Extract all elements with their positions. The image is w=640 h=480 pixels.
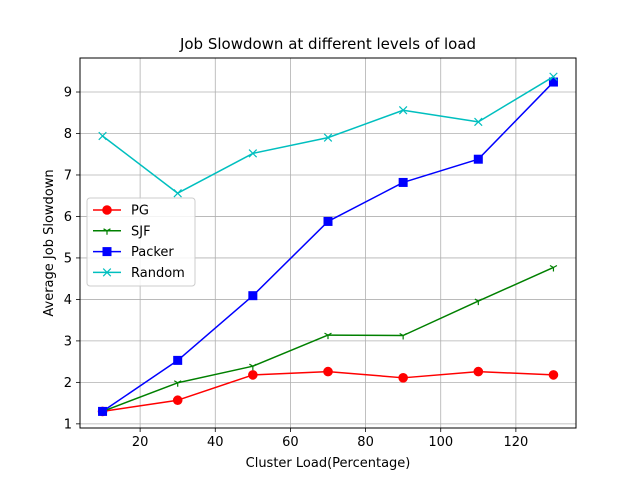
series-sjf: [98, 264, 558, 416]
legend-box: [86, 197, 196, 287]
x-tick-label: 100: [428, 435, 453, 450]
data-point-pg: [323, 366, 333, 377]
data-point-packer: [398, 177, 408, 187]
legend-marker-pg: [102, 205, 112, 215]
x-tick-label: 120: [503, 435, 528, 450]
y-tick-label: 2: [64, 376, 72, 391]
data-point-random: [98, 131, 107, 141]
data-point-sjf: [549, 264, 558, 272]
grid: [80, 58, 576, 428]
series-packer: [98, 77, 558, 416]
legend: PG SJF Packer Random: [86, 197, 196, 287]
data-point-random: [549, 72, 558, 81]
series-random: [98, 72, 558, 198]
y-tick-label: 5: [64, 251, 72, 266]
data-point-sjf: [399, 332, 407, 340]
series-group: [97, 72, 559, 417]
plot-frame: [79, 57, 577, 429]
chart-title: Job Slowdown at different levels of load: [179, 35, 476, 53]
data-point-sjf: [249, 363, 257, 371]
data-point-random: [248, 149, 258, 158]
data-point-packer: [98, 406, 108, 416]
data-point-packer: [473, 154, 483, 164]
data-point-sjf: [173, 380, 182, 387]
legend-label-pg: PG: [131, 204, 149, 219]
series-pg: [97, 366, 559, 417]
legend-item-sjf: SJF: [93, 224, 151, 239]
y-tick-label: 9: [64, 86, 72, 101]
legend-label-random: Random: [131, 266, 185, 281]
y-tick-label: 6: [64, 210, 72, 225]
data-point-sjf: [474, 298, 483, 306]
data-point-packer: [173, 355, 183, 365]
legend-label-sjf: SJF: [131, 224, 151, 239]
x-tick-label: 40: [207, 435, 224, 450]
y-tick-label: 4: [64, 293, 72, 308]
axis-ticks: 20 40 60 80 100 120 1 2 3 4 5 6 7 8 9: [64, 86, 529, 450]
x-tick-label: 20: [132, 435, 149, 450]
legend-item-packer: Packer: [93, 245, 174, 260]
legend-marker-packer: [102, 247, 112, 257]
legend-label-packer: Packer: [131, 245, 174, 260]
data-point-random: [398, 106, 408, 115]
data-point-pg: [398, 373, 408, 383]
x-tick-label: 60: [282, 435, 299, 450]
legend-item-pg: PG: [93, 204, 149, 219]
data-point-pg: [172, 395, 183, 406]
y-tick-label: 1: [64, 417, 72, 432]
x-axis-label: Cluster Load(Percentage): [246, 456, 411, 471]
data-point-sjf: [324, 332, 332, 340]
y-tick-label: 8: [64, 127, 72, 142]
data-point-packer: [248, 291, 258, 301]
data-point-packer: [548, 77, 558, 87]
legend-marker-sjf: [103, 228, 111, 235]
legend-marker-random: [102, 268, 112, 277]
y-tick-label: 7: [64, 168, 72, 183]
y-axis-label: Average Job Slowdown: [42, 169, 57, 316]
data-point-random: [173, 188, 182, 198]
data-point-pg: [473, 366, 484, 377]
x-tick-label: 80: [357, 435, 374, 450]
y-tick-label: 3: [64, 334, 72, 349]
legend-item-random: Random: [93, 266, 185, 281]
data-point-random: [323, 133, 333, 142]
legend-entries: PG SJF Packer Random: [93, 204, 185, 281]
data-point-pg: [248, 370, 258, 380]
data-point-pg: [548, 370, 559, 380]
data-point-packer: [323, 216, 333, 226]
data-point-random: [474, 117, 483, 127]
